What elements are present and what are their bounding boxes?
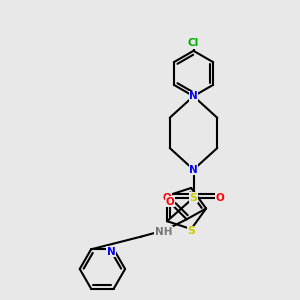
Text: NH: NH (155, 226, 172, 237)
Text: S: S (190, 193, 197, 203)
Text: Cl: Cl (188, 38, 199, 48)
Text: S: S (187, 226, 195, 236)
Text: N: N (189, 165, 198, 175)
Text: N: N (189, 91, 198, 101)
Text: O: O (215, 193, 224, 203)
Text: N: N (107, 247, 116, 257)
Text: O: O (163, 193, 172, 203)
Text: O: O (166, 197, 174, 207)
